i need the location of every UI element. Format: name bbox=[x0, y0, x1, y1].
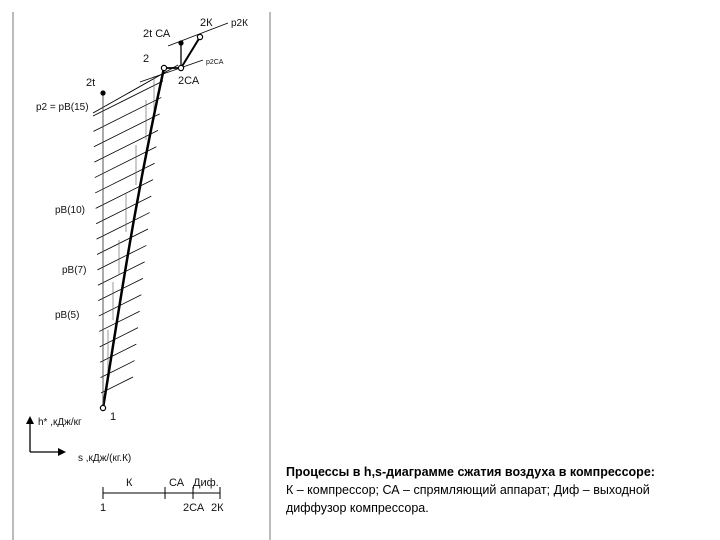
intermediate-isobar bbox=[96, 228, 149, 255]
figure-caption: Процессы в h,s-диаграмме сжатия воздуха … bbox=[286, 463, 686, 517]
label-isobar-pb7: pB(7) bbox=[62, 265, 86, 276]
isobar-p2ca bbox=[139, 59, 204, 83]
intermediate-isobar bbox=[99, 327, 139, 348]
label-point-2tca: 2t СА bbox=[143, 28, 171, 40]
caption-line-2: диффузор компрессора. bbox=[286, 501, 429, 515]
label-point-2: 2 bbox=[143, 53, 149, 65]
label-isobar-pb10: pB(10) bbox=[55, 205, 85, 216]
label-isobar-pb5: pB(5) bbox=[55, 310, 79, 321]
label-point-2k: 2К bbox=[200, 17, 213, 29]
isobar-p2 bbox=[92, 64, 179, 114]
caption-title: Процессы в h,s-диаграмме сжатия воздуха … bbox=[286, 465, 655, 479]
point-2k bbox=[196, 33, 204, 41]
stage-bar-label-ca: СА bbox=[169, 477, 185, 489]
intermediate-isobar bbox=[94, 129, 159, 163]
stage-bar-label-dif: Диф. bbox=[193, 477, 219, 489]
intermediate-isobar bbox=[97, 245, 147, 271]
intermediate-isobar bbox=[98, 277, 144, 302]
intermediate-isobar bbox=[95, 179, 154, 209]
label-isobar-p2: p2 = pB(15) bbox=[36, 102, 89, 113]
label-point-1: 1 bbox=[110, 411, 116, 423]
intermediate-isobar bbox=[100, 360, 135, 378]
intermediate-isobar bbox=[99, 343, 137, 363]
intermediate-isobars bbox=[92, 80, 164, 394]
point-2t bbox=[100, 90, 106, 96]
label-isobar-p2ca: p2СА bbox=[206, 59, 224, 66]
intermediate-isobar bbox=[99, 310, 140, 332]
segment-2ca-2k bbox=[180, 36, 201, 69]
point-2 bbox=[160, 64, 168, 72]
intermediate-isobar bbox=[96, 212, 150, 240]
intermediate-isobar bbox=[93, 113, 160, 148]
intermediate-isobar bbox=[93, 97, 162, 132]
caption-line-1: К – компрессор; СА – спрямляющий аппарат… bbox=[286, 483, 650, 497]
compression-process-line bbox=[101, 67, 166, 409]
label-point-2ca: 2СА bbox=[178, 75, 200, 87]
label-point-2t: 2t bbox=[86, 77, 95, 89]
intermediate-isobar bbox=[92, 80, 164, 117]
label-isobar-p2k: p2К bbox=[231, 18, 248, 29]
intermediate-isobar bbox=[95, 162, 155, 194]
intermediate-isobar bbox=[95, 195, 152, 225]
axis-x-arrow bbox=[58, 448, 66, 456]
stage-bar-label-start: 1 bbox=[100, 502, 106, 514]
point-2tca bbox=[178, 40, 184, 46]
stage-bar-label-mid: 2СА bbox=[183, 502, 205, 514]
stage-bar-label-k: К bbox=[126, 477, 133, 489]
intermediate-isobar bbox=[97, 261, 145, 286]
stage-bar-label-end: 2К bbox=[211, 502, 224, 514]
point-2ca bbox=[177, 64, 185, 72]
isobar-p2k bbox=[167, 22, 229, 47]
point-1 bbox=[99, 404, 107, 412]
axis-y-label: h* ,кДж/кг bbox=[38, 417, 82, 428]
axis-x-label: s ,кДж/(кг.К) bbox=[78, 453, 131, 464]
axis-y-arrow bbox=[26, 416, 34, 424]
